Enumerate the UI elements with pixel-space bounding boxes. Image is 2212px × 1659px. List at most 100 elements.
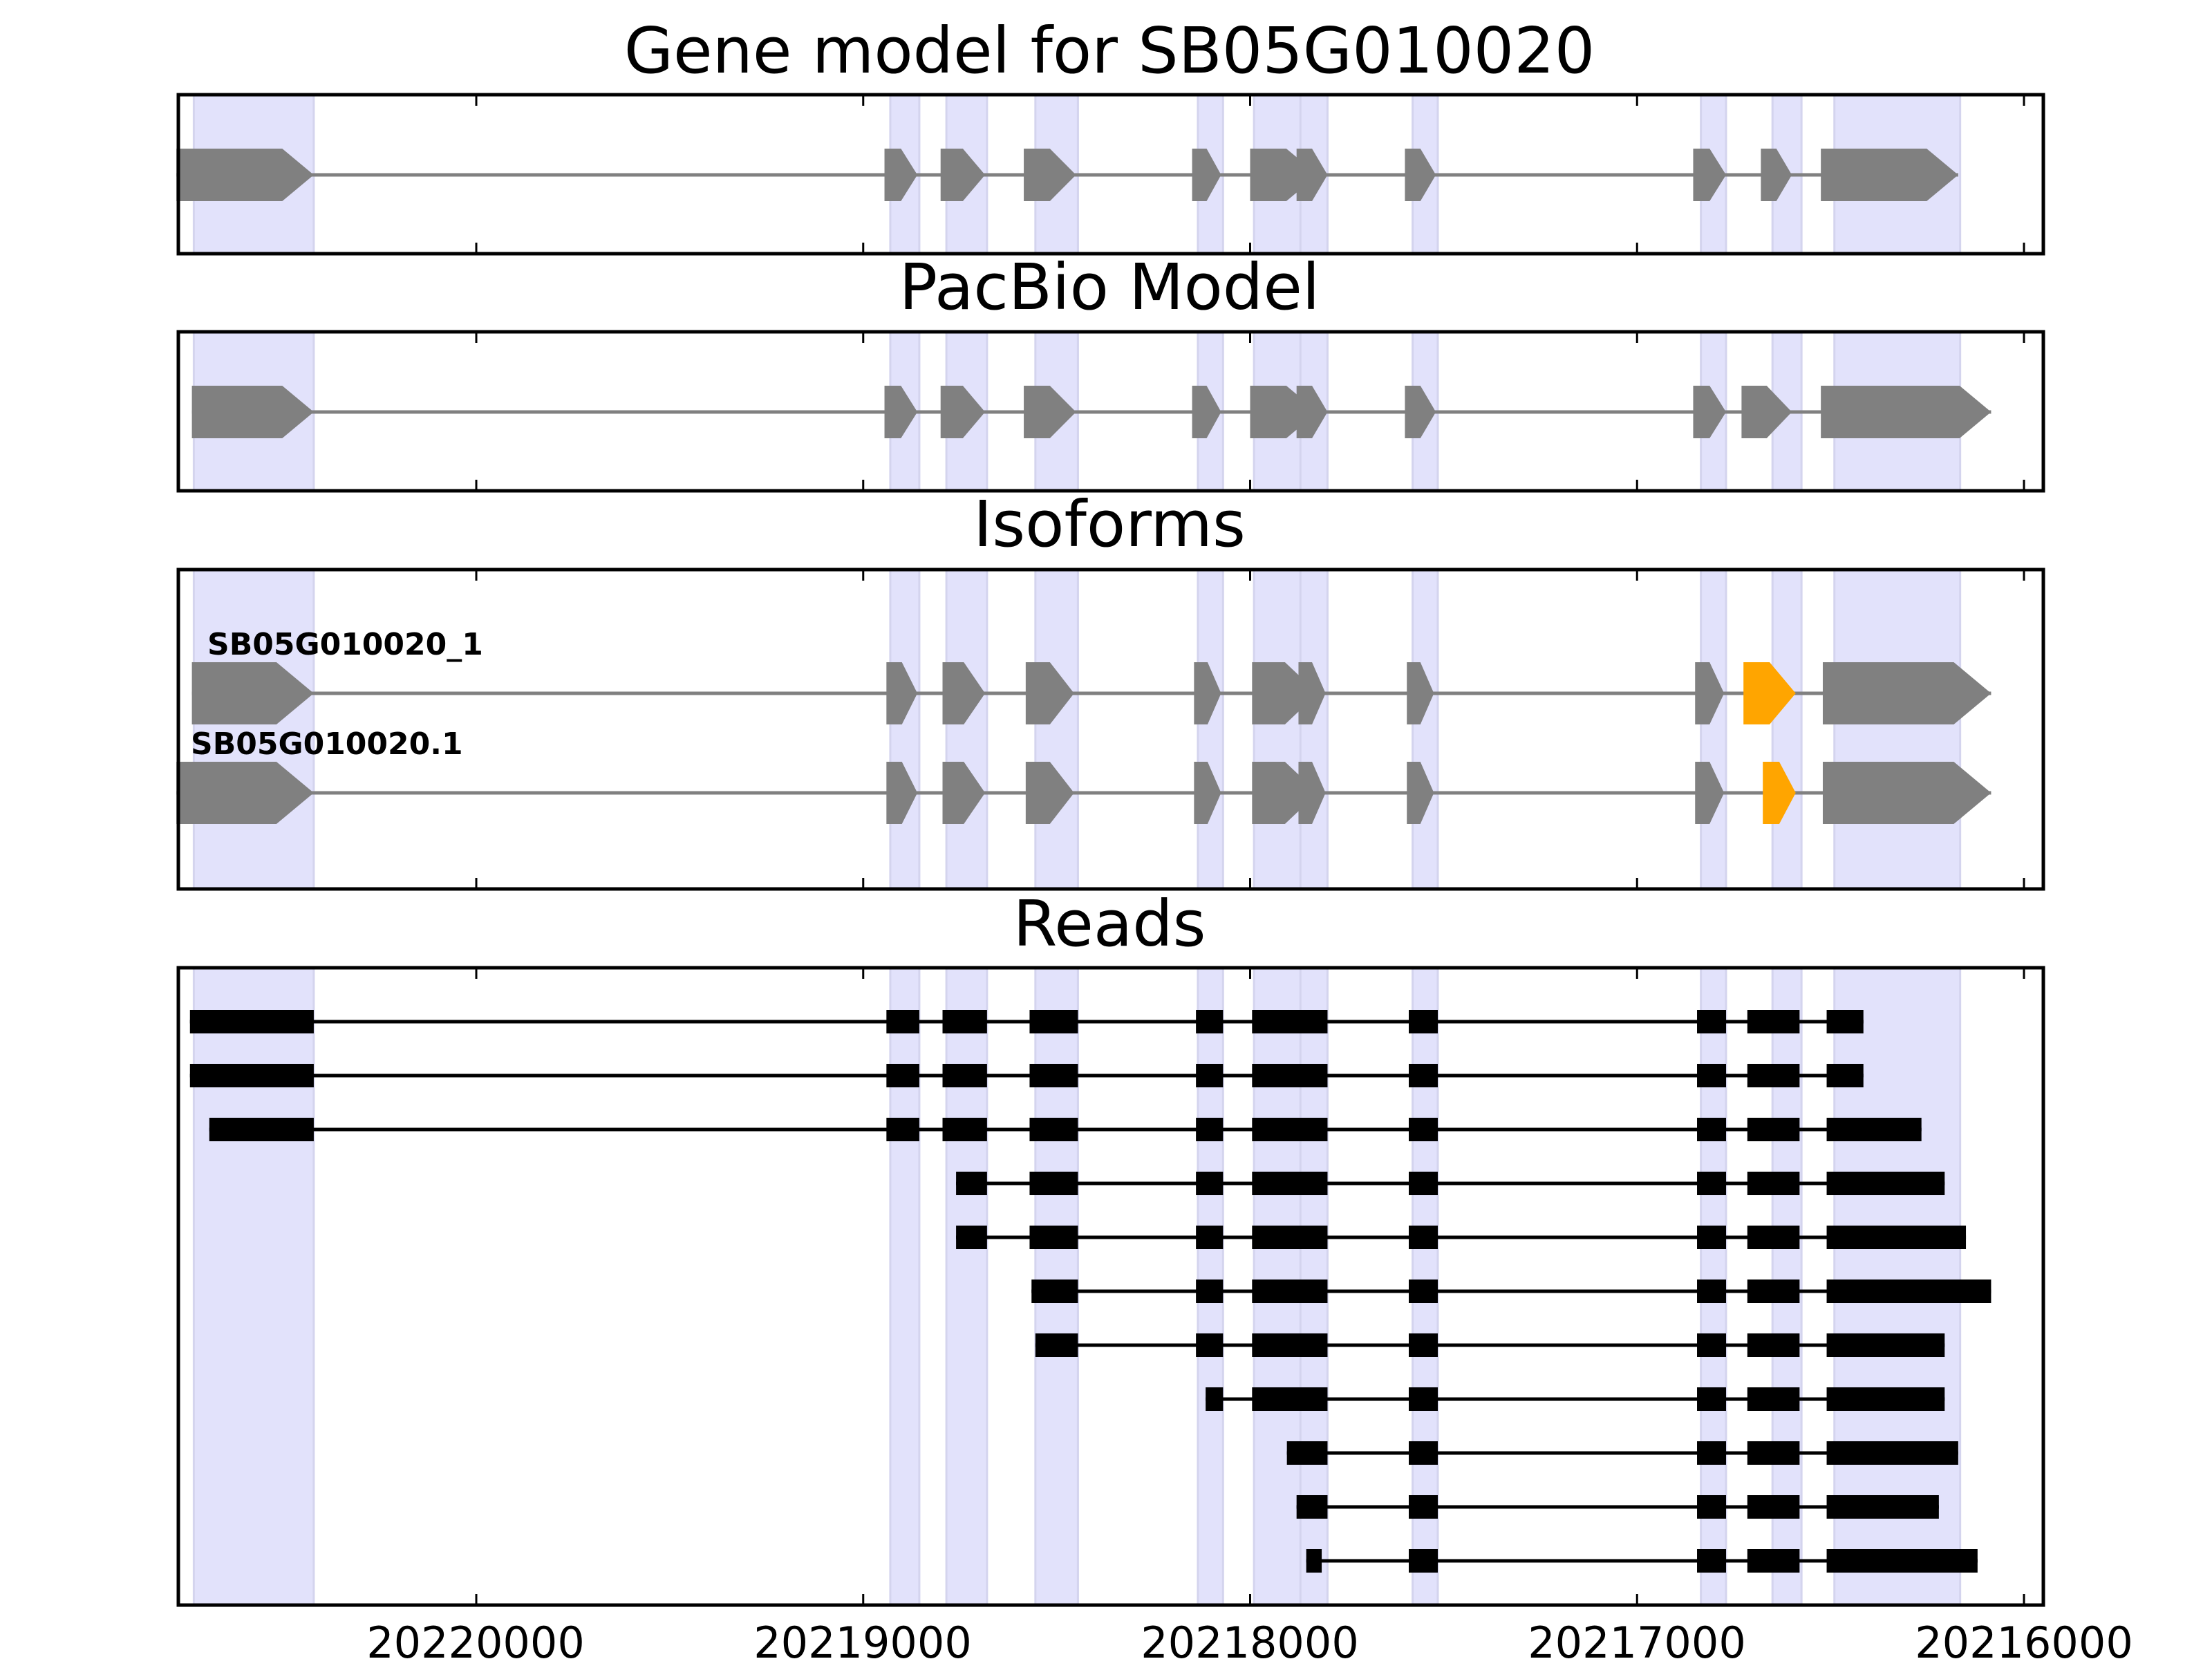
read-exon-block <box>1826 1064 1864 1087</box>
read-exon-block <box>886 1118 919 1141</box>
read-exon-block <box>956 1172 987 1195</box>
read-exon-block <box>1747 1549 1800 1573</box>
panel-reads: Reads <box>176 887 2045 1607</box>
exon-arrow <box>1822 662 1991 724</box>
read-exon-block <box>1826 1172 1945 1195</box>
exon-arrow <box>942 662 986 724</box>
read-exon-block <box>1826 1010 1864 1033</box>
x-tick-label: 20217000 <box>1528 1618 1746 1659</box>
read-exon-block <box>1409 1549 1438 1573</box>
read-exon-block <box>1300 1387 1328 1411</box>
panel-isoforms: Isoforms SB05G010020_1 SB05G010020.1 <box>176 487 2045 891</box>
read-exon-block <box>942 1010 987 1033</box>
highlight-region <box>1700 568 1727 890</box>
read-exon-block <box>1697 1333 1727 1357</box>
exon-arrow <box>940 386 986 438</box>
read-exon-block <box>1826 1280 1991 1303</box>
exon-arrow <box>1298 662 1326 724</box>
exon-arrow <box>1821 149 1958 201</box>
read-exon-block <box>1697 1280 1727 1303</box>
panel-gene-model: Gene model for SB05G010020 <box>176 14 2045 256</box>
read-exon-block <box>1747 1280 1800 1303</box>
read-exon-block <box>1409 1387 1438 1411</box>
exon-arrow <box>1407 662 1434 724</box>
exon-arrow <box>886 762 918 824</box>
x-tick-label: 20219000 <box>753 1618 972 1659</box>
read-exon-block <box>1300 1280 1328 1303</box>
read-exon-block <box>1826 1549 1978 1573</box>
read-exon-block <box>956 1226 987 1249</box>
read-exon-block <box>1697 1118 1727 1141</box>
exon-arrow <box>1296 149 1328 201</box>
highlight-region <box>889 568 921 890</box>
read-exon-block <box>1747 1064 1800 1087</box>
isoform-label: SB05G010020_1 <box>207 627 483 662</box>
exon-arrow <box>942 762 986 824</box>
read-exon-block <box>1826 1495 1939 1519</box>
read-exon-block <box>1196 1226 1224 1249</box>
exon-arrow <box>1695 762 1725 824</box>
read-exon-block <box>189 1064 314 1087</box>
read-exon-block <box>1697 1549 1727 1573</box>
read-exon-block <box>209 1118 314 1141</box>
read-exon-block <box>1697 1172 1727 1195</box>
read-exon-block <box>1300 1495 1328 1519</box>
exon-arrow <box>1194 762 1221 824</box>
read-exon-block <box>1409 1280 1438 1303</box>
read-exon-block <box>1747 1333 1800 1357</box>
highlight-region <box>1771 568 1803 890</box>
panel-frame-pacbio-model <box>176 330 2045 493</box>
exon-arrow <box>1298 762 1326 824</box>
highlight-region <box>1412 568 1439 890</box>
read-exon-block <box>1747 1010 1800 1033</box>
read-exon-block <box>942 1064 987 1087</box>
read-exon-block <box>1029 1172 1078 1195</box>
read-exon-block <box>942 1118 987 1141</box>
highlight-region <box>945 568 988 890</box>
highlight-region <box>1034 568 1079 890</box>
read-exon-block <box>1206 1387 1224 1411</box>
exon-arrow <box>1407 762 1434 824</box>
read-exon-block <box>1409 1226 1438 1249</box>
panel-frame-reads <box>176 966 2045 1607</box>
read-exon-block <box>886 1064 919 1087</box>
x-tick-label: 20220000 <box>366 1618 585 1659</box>
read-exon-block <box>1300 1441 1328 1465</box>
exon-arrow <box>1693 386 1727 438</box>
panel-title-reads: Reads <box>1013 887 1206 961</box>
panel-frame-gene-model <box>176 93 2045 256</box>
highlight-region <box>1833 568 1962 890</box>
read-exon-block <box>1409 1333 1438 1357</box>
read-exon-block <box>1826 1441 1958 1465</box>
read-exon-block <box>1035 1333 1078 1357</box>
read-exon-block <box>1697 1441 1727 1465</box>
exon-arrow <box>1025 662 1074 724</box>
exon-arrow <box>886 662 918 724</box>
read-exon-block <box>1029 1010 1078 1033</box>
exon-arrow <box>1741 386 1792 438</box>
read-exon-block <box>1747 1495 1800 1519</box>
read-exon-block <box>1747 1387 1800 1411</box>
read-exon-block <box>1697 1010 1727 1033</box>
panel-frame-isoforms <box>176 568 2045 891</box>
read-exon-block <box>1196 1010 1224 1033</box>
read-exon-block <box>1747 1118 1800 1141</box>
exon-arrow <box>1194 662 1221 724</box>
read-exon-block <box>1409 1172 1438 1195</box>
exon-arrow <box>1405 149 1436 201</box>
highlight-region <box>945 966 988 1606</box>
read-exon-block <box>1196 1333 1224 1357</box>
read-exon-block <box>1029 1064 1078 1087</box>
highlight-region <box>1299 568 1329 890</box>
read-exon-block <box>1300 1118 1328 1141</box>
read-exon-block <box>1826 1226 1967 1249</box>
x-axis: 20220000 20219000 20218000 20217000 2021… <box>366 1618 2133 1659</box>
read-exon-block <box>1196 1280 1224 1303</box>
read-exon-block <box>1196 1064 1224 1087</box>
panel-title-gene-model: Gene model for SB05G010020 <box>624 14 1595 88</box>
x-tick-label: 20216000 <box>1915 1618 2133 1659</box>
read-exon-block <box>1697 1064 1727 1087</box>
panel-title-isoforms: Isoforms <box>973 487 1246 561</box>
exon-arrow <box>176 762 314 824</box>
read-exon-block <box>1409 1118 1438 1141</box>
